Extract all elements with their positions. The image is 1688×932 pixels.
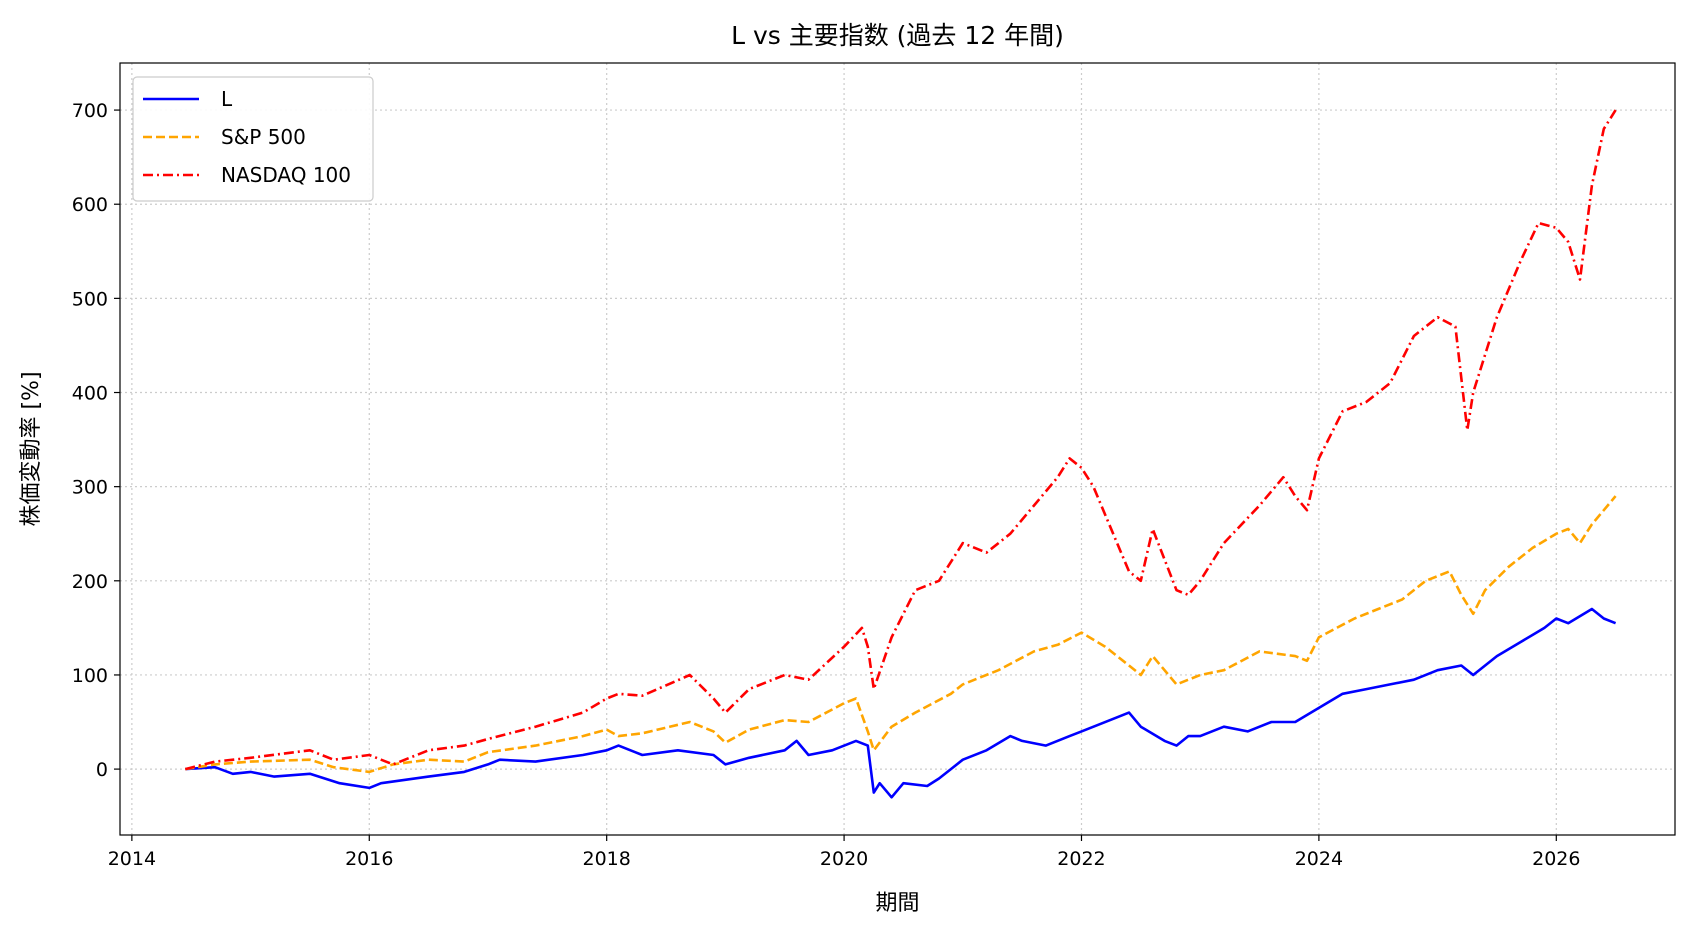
y-tick-label: 400 xyxy=(72,383,108,405)
y-axis-label: 株価変動率 [%] xyxy=(19,371,44,526)
legend-label: S&P 500 xyxy=(221,125,306,149)
legend-box xyxy=(132,76,374,202)
x-tick-label: 2022 xyxy=(1057,848,1105,870)
legend-label: NASDAQ 100 xyxy=(221,163,351,187)
legend: L S&P 500 NASDAQ 100 xyxy=(132,76,374,202)
x-axis-label: 期間 xyxy=(875,891,919,916)
x-tick-label: 2026 xyxy=(1532,848,1580,870)
x-tick-label: 2016 xyxy=(345,848,393,870)
y-tick-label: 500 xyxy=(72,288,108,310)
x-axis: 2014 2016 2018 2020 2022 2024 2026 xyxy=(108,835,1580,870)
x-tick-label: 2018 xyxy=(582,848,630,870)
plot-frame xyxy=(119,62,1676,836)
x-tick-label: 2024 xyxy=(1295,848,1343,870)
chart-title: L vs 主要指数 (過去 12 年間) xyxy=(731,21,1064,50)
y-tick-label: 100 xyxy=(72,665,108,687)
series-line-s-p-500 xyxy=(185,495,1617,774)
y-tick-label: 600 xyxy=(72,194,108,216)
y-tick-label: 200 xyxy=(72,571,108,593)
y-tick-label: 700 xyxy=(72,100,108,122)
grid-lines xyxy=(120,63,1675,835)
y-tick-label: 0 xyxy=(96,759,108,781)
series-lines xyxy=(184,109,1617,799)
series-line-l xyxy=(185,607,1617,799)
x-tick-label: 2020 xyxy=(820,848,868,870)
y-tick-label: 300 xyxy=(72,477,108,499)
series-line-nasdaq-100 xyxy=(184,109,1617,771)
legend-label: L xyxy=(221,87,233,111)
x-tick-label: 2014 xyxy=(108,848,156,870)
y-axis: 0 100 200 300 400 500 600 700 xyxy=(72,100,120,781)
